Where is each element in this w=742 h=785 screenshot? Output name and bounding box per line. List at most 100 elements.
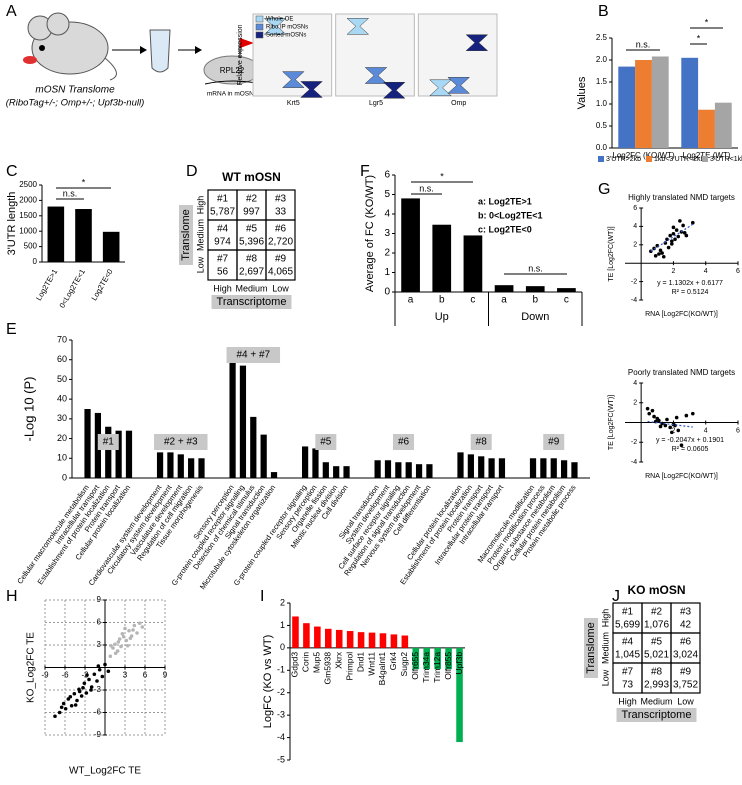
panel-label: H — [6, 588, 18, 605]
y-tick-label: -4 — [631, 297, 637, 304]
x-tick-label: Log2FC (KO/WT) — [612, 151, 675, 160]
panel-label: F — [360, 163, 370, 180]
bar — [156, 452, 164, 478]
legend-text: b: 0<Log2TE<1 — [478, 210, 543, 220]
group-label: #2 + #3 — [164, 437, 198, 448]
point — [68, 694, 73, 699]
col-label: High — [618, 696, 637, 706]
point — [53, 714, 57, 719]
significance-label: * — [697, 33, 701, 43]
point — [660, 251, 664, 255]
trend-equation: y = -0.2047x + 0.1901 — [656, 437, 724, 444]
cell-value: 5,699 — [615, 620, 640, 631]
bar — [478, 456, 485, 478]
bar — [322, 462, 329, 478]
point — [652, 246, 656, 251]
bar — [325, 628, 332, 648]
bar — [525, 286, 545, 292]
point — [670, 430, 674, 435]
legend-swatch — [255, 31, 264, 39]
row-label: Medium — [600, 632, 610, 664]
legend-label: 1kb<3'UTR<2kb — [654, 156, 704, 163]
y-tick-label: 2 — [384, 248, 390, 259]
bar — [374, 460, 381, 478]
group-label: Up — [435, 311, 449, 323]
bar — [412, 647, 420, 670]
group-label-bg — [226, 347, 281, 363]
cell-id: #3 — [680, 607, 692, 618]
cell-id: #1 — [217, 194, 229, 205]
col-label: High — [213, 283, 232, 293]
col-label: Medium — [640, 696, 672, 706]
group-label: #8 — [476, 437, 488, 448]
bar — [250, 416, 257, 478]
bar — [714, 102, 732, 148]
point — [123, 626, 127, 631]
y-tick-label: 60 — [57, 354, 67, 364]
bar — [681, 57, 699, 148]
cell-value: 56 — [217, 267, 229, 278]
bar — [432, 224, 452, 292]
x-tick-label: Mup5 — [312, 652, 322, 674]
cell-value: 3,752 — [673, 680, 698, 691]
point — [97, 667, 102, 672]
group-label-bg — [154, 434, 208, 450]
panel-label: D — [186, 163, 198, 180]
bar — [177, 454, 184, 478]
point — [87, 677, 91, 682]
bar — [698, 109, 715, 148]
point — [671, 231, 676, 236]
x-axis-label: RNA [Log2FC(KO/WT)] — [645, 311, 718, 318]
protein-label: RPL22 — [220, 66, 245, 75]
point — [95, 679, 99, 683]
panel-label: E — [6, 321, 17, 338]
x-tick-label: b — [532, 295, 538, 306]
point — [658, 248, 663, 253]
point — [663, 423, 668, 428]
y-tick-label: 0 — [384, 287, 390, 298]
y-tick-label: 30 — [57, 413, 67, 423]
bar — [463, 235, 483, 292]
cell-id: #6 — [275, 224, 287, 235]
trend-equation: y = 1.1302x + 0.6177 — [657, 280, 723, 287]
bar — [75, 209, 92, 262]
y-tick-label: 3 — [97, 640, 102, 649]
point — [69, 703, 74, 708]
bar — [84, 409, 91, 478]
arrowhead — [195, 46, 202, 54]
y-tick-label: 4 — [633, 223, 637, 230]
point — [103, 662, 107, 667]
axis-label-bg — [584, 618, 598, 678]
violin — [263, 18, 287, 35]
x-tick-label: Log2TE<0 — [89, 267, 114, 302]
bar — [335, 629, 343, 648]
point — [681, 223, 685, 228]
cell-value: 5,021 — [644, 650, 669, 661]
cell-value: 5,787 — [210, 207, 235, 218]
col-axis-label: Transcriptome — [622, 709, 692, 721]
legend-label: Sorted mOSNs — [266, 33, 306, 39]
x-tick-label: 0<Log2TE<1 — [57, 267, 86, 309]
point — [106, 669, 111, 674]
arrowhead — [140, 46, 147, 54]
cell-value: 4,065 — [268, 267, 293, 278]
group-label: Down — [521, 311, 549, 323]
legend-text: a: Log2TE>1 — [478, 196, 532, 206]
x-tick-label: Dnd1 — [355, 652, 365, 673]
point — [124, 638, 129, 643]
bar — [401, 198, 420, 292]
point — [84, 691, 89, 695]
cell-value: 33 — [275, 207, 287, 218]
y-tick-label: 2500 — [19, 180, 37, 189]
x-tick-label: Upf3b — [454, 652, 464, 675]
bar — [333, 466, 340, 478]
mouse-eye — [39, 45, 45, 51]
cell-value: 42 — [680, 620, 692, 631]
x-tick-label: B4galnt1 — [377, 652, 387, 686]
row-label: Medium — [195, 219, 205, 251]
point — [674, 415, 679, 420]
y-axis-label: 3'UTR length — [6, 192, 18, 256]
point — [650, 408, 655, 413]
x-tick-label: Olfr855 — [443, 652, 453, 680]
bar — [357, 632, 365, 648]
